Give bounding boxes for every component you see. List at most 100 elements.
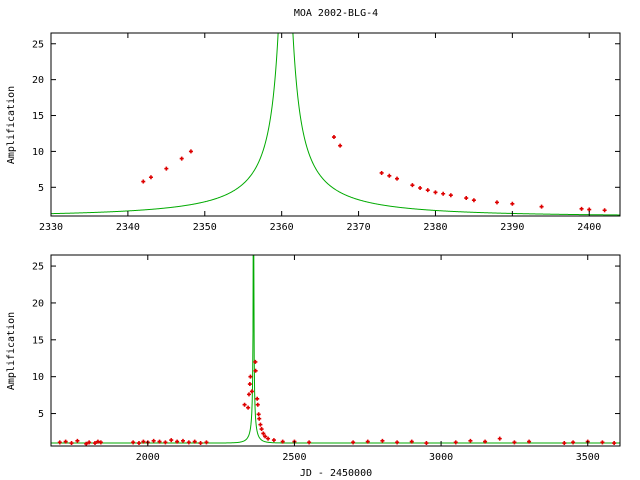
top-data-point bbox=[141, 179, 146, 184]
bottom-data-point bbox=[247, 382, 252, 387]
bottom-y-tick-label: 25 bbox=[32, 262, 44, 273]
bottom-x-tick-label: 3000 bbox=[429, 452, 453, 463]
bottom-data-point bbox=[259, 427, 264, 432]
top-data-layer bbox=[51, 33, 620, 216]
top-data-point bbox=[379, 170, 384, 175]
bottom-data-point bbox=[131, 440, 136, 445]
bottom-y-tick-label: 20 bbox=[32, 298, 44, 309]
bottom-data-point bbox=[409, 439, 414, 444]
bottom-data-point bbox=[92, 441, 97, 446]
top-model-curve bbox=[51, 33, 620, 216]
top-data-point bbox=[539, 204, 544, 209]
top-y-tick-label: 20 bbox=[32, 75, 44, 86]
top-panel: 2330 2340 2350 2360 2370 2380 2390 2400 5 10 15 20 2… bbox=[6, 32, 621, 233]
bottom-data-point bbox=[57, 440, 62, 445]
bottom-data-point bbox=[271, 438, 276, 443]
bottom-data-point bbox=[69, 441, 74, 446]
bottom-data-point bbox=[527, 439, 532, 444]
bottom-data-point bbox=[198, 441, 203, 446]
top-data-point bbox=[418, 186, 423, 191]
bottom-data-point bbox=[157, 439, 162, 444]
bottom-data-point bbox=[246, 405, 251, 410]
top-data-point bbox=[579, 206, 584, 211]
bottom-data-point bbox=[562, 441, 567, 446]
bottom-data-point bbox=[175, 439, 180, 444]
bottom-data-point bbox=[263, 434, 268, 439]
top-data-point bbox=[148, 175, 153, 180]
bottom-data-point bbox=[266, 436, 271, 441]
top-data-point bbox=[338, 143, 343, 148]
bottom-data-point bbox=[380, 438, 385, 443]
bottom-data-point bbox=[468, 438, 473, 443]
top-x-tick-label: 2360 bbox=[270, 222, 294, 233]
bottom-data-point bbox=[253, 368, 258, 373]
bottom-data-point bbox=[365, 439, 370, 444]
bottom-y-axis-label: Amplification bbox=[6, 312, 17, 390]
bottom-data-point bbox=[186, 440, 191, 445]
top-x-tick-label: 2340 bbox=[116, 222, 140, 233]
bottom-data-point bbox=[75, 438, 80, 443]
top-y-tick-label: 10 bbox=[32, 147, 44, 158]
bottom-data-point bbox=[98, 440, 103, 445]
top-data-point bbox=[188, 149, 193, 154]
bottom-data-point bbox=[253, 359, 258, 364]
bottom-x-tick-label: 2500 bbox=[282, 452, 306, 463]
top-data-point bbox=[471, 198, 476, 203]
bottom-data-point bbox=[246, 392, 251, 397]
bottom-plot-frame bbox=[50, 254, 621, 447]
top-data-point bbox=[464, 196, 469, 201]
bottom-data-point bbox=[180, 438, 185, 443]
top-x-tick-label: 2400 bbox=[577, 222, 601, 233]
top-x-tick-label: 2370 bbox=[347, 222, 371, 233]
bottom-data-point bbox=[280, 439, 285, 444]
bottom-data-point bbox=[453, 440, 458, 445]
bottom-data-point bbox=[258, 422, 263, 427]
bottom-data-point bbox=[497, 436, 502, 441]
top-x-tick-label: 2350 bbox=[193, 222, 217, 233]
top-plot-frame bbox=[50, 32, 621, 217]
bottom-y-tick-label: 15 bbox=[32, 335, 44, 346]
bottom-model-curve bbox=[51, 255, 620, 444]
bottom-data-point bbox=[249, 389, 254, 394]
bottom-x-axis-label: JD - 2450000 bbox=[300, 468, 372, 479]
bottom-data-point bbox=[136, 441, 141, 446]
bottom-data-point bbox=[395, 440, 400, 445]
top-x-tick-label: 2380 bbox=[423, 222, 447, 233]
bottom-data-point bbox=[63, 439, 68, 444]
bottom-data-point bbox=[84, 441, 89, 446]
bottom-data-point bbox=[483, 439, 488, 444]
top-data-point bbox=[410, 183, 415, 188]
bottom-ticks: 2000 2500 3000 3500 5 10 15 20 25 bbox=[32, 255, 620, 463]
top-data-point bbox=[387, 173, 392, 178]
top-y-axis-label: Amplification bbox=[6, 86, 17, 164]
bottom-data-point bbox=[163, 440, 168, 445]
bottom-data-point bbox=[169, 438, 174, 443]
bottom-data-point bbox=[204, 440, 209, 445]
bottom-data-point bbox=[87, 440, 92, 445]
bottom-data-point bbox=[141, 439, 146, 444]
bottom-data-point bbox=[307, 440, 312, 445]
bottom-data-point bbox=[242, 402, 247, 407]
bottom-data-point bbox=[351, 440, 356, 445]
top-data-point bbox=[494, 200, 499, 205]
bottom-data-point bbox=[424, 441, 429, 446]
bottom-data-point bbox=[612, 441, 617, 446]
bottom-data-point bbox=[255, 402, 260, 407]
top-x-tick-label: 2390 bbox=[500, 222, 524, 233]
bottom-data-point bbox=[261, 431, 266, 436]
top-data-point bbox=[433, 190, 438, 195]
bottom-x-tick-label: 2000 bbox=[136, 452, 160, 463]
bottom-data-point bbox=[151, 438, 156, 443]
bottom-data-point bbox=[257, 416, 262, 421]
top-y-tick-label: 25 bbox=[32, 39, 44, 50]
top-data-point bbox=[164, 166, 169, 171]
bottom-data-point bbox=[256, 412, 261, 417]
top-data-point bbox=[331, 135, 336, 140]
bottom-data-point bbox=[512, 440, 517, 445]
top-x-tick-label: 2330 bbox=[39, 222, 63, 233]
top-data-point bbox=[425, 188, 430, 193]
bottom-data-point bbox=[255, 396, 260, 401]
bottom-y-tick-label: 5 bbox=[38, 409, 44, 420]
